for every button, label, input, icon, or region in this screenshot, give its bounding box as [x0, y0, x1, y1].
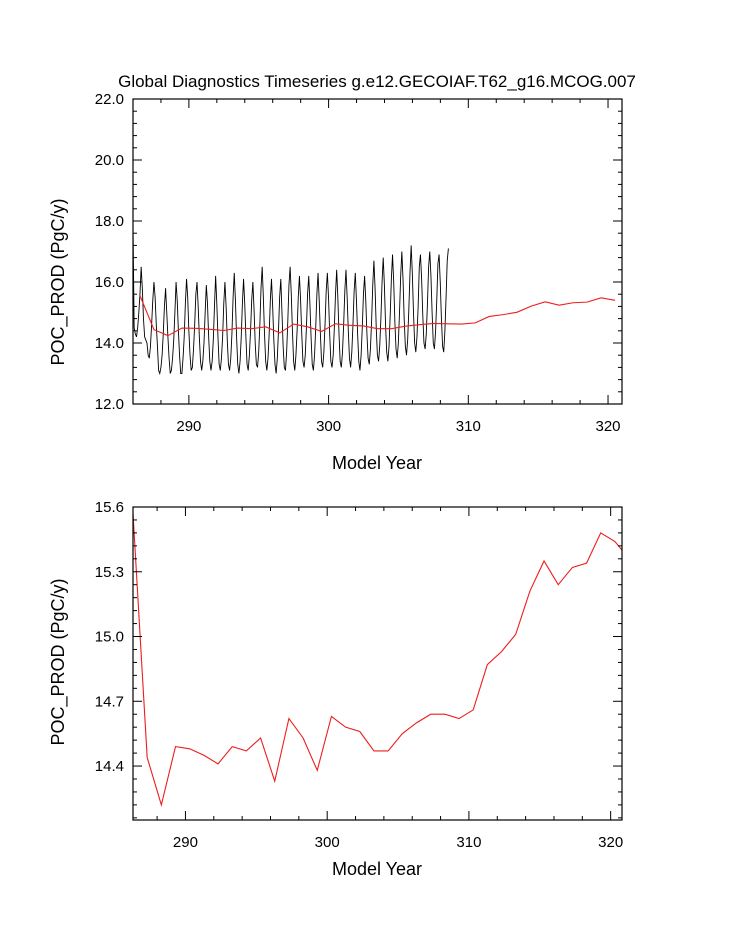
x-tick-label: 290 — [176, 418, 201, 435]
top-panel: Global Diagnostics Timeseries g.e12.GECO… — [48, 72, 636, 473]
x-tick-label: 300 — [316, 418, 341, 435]
series-line-monthly — [133, 227, 449, 376]
series-line-annual-mean — [139, 295, 616, 337]
x-axis-label: Model Year — [332, 453, 422, 473]
x-tick-label: 310 — [456, 834, 481, 851]
y-tick-label: 18.0 — [95, 213, 124, 230]
y-axis-label: POC_PROD (PgC/y) — [48, 578, 69, 745]
y-tick-label: 15.6 — [95, 499, 124, 516]
y-tick-label: 14.0 — [95, 335, 124, 352]
y-tick-label: 14.7 — [95, 693, 124, 710]
x-tick-label: 320 — [598, 834, 623, 851]
x-axis-label: Model Year — [332, 859, 422, 879]
bottom-plot-area: 290 300 310 320 14.4 14.7 15.0 15.3 15.6 — [95, 499, 623, 851]
chart-title: Global Diagnostics Timeseries g.e12.GECO… — [118, 72, 636, 91]
plot-frame — [132, 506, 623, 821]
bottom-panel: 290 300 310 320 14.4 14.7 15.0 15.3 15.6 Model Y… — [48, 499, 623, 879]
x-tick-label: 320 — [596, 418, 621, 435]
x-tick-label: 300 — [315, 834, 340, 851]
y-tick-label: 16.0 — [95, 274, 124, 291]
x-tick-label: 310 — [456, 418, 481, 435]
y-tick-label: 15.3 — [95, 564, 124, 581]
y-tick-label: 14.4 — [95, 758, 124, 775]
y-tick-label: 12.0 — [95, 396, 124, 413]
plot-frame — [132, 98, 623, 405]
y-tick-label: 15.0 — [95, 629, 124, 646]
x-tick-label: 290 — [173, 834, 198, 851]
series-line-annual-mean — [133, 513, 622, 807]
y-tick-label: 22.0 — [95, 91, 124, 108]
y-tick-label: 20.0 — [95, 152, 124, 169]
top-plot-area: 290 300 310 320 12.0 14.0 16.0 18.0 20.0 22.0 — [95, 91, 623, 435]
y-axis-label: POC_PROD (PgC/y) — [48, 198, 69, 365]
